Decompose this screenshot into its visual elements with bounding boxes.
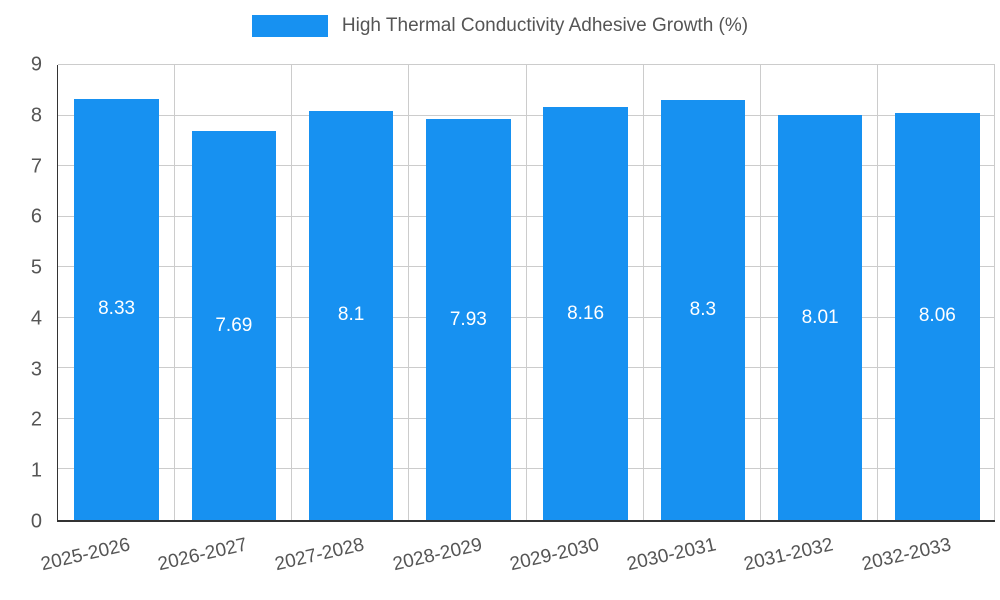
- horizontal-gridline: [58, 215, 995, 217]
- y-axis: 0 1 2 3 4 5 6 7 8 9: [0, 54, 50, 533]
- bar-value-label: 8.1: [337, 304, 365, 326]
- bar[interactable]: 8.3: [660, 100, 746, 520]
- y-tick-label: 6: [30, 205, 42, 228]
- bar[interactable]: 7.69: [191, 131, 277, 520]
- x-tick-label: 2031-2032: [742, 534, 836, 576]
- legend-label: High Thermal Conductivity Adhesive Growt…: [341, 15, 749, 36]
- x-tick-label: 2028-2029: [390, 534, 484, 576]
- vertical-gridline: [291, 65, 293, 520]
- x-tick-label: 2029-2030: [507, 534, 601, 576]
- x-tick-label: 2032-2033: [859, 534, 953, 576]
- bar-value-label: 8.06: [918, 305, 956, 327]
- bar[interactable]: 8.1: [308, 110, 394, 520]
- y-tick-label: 0: [30, 510, 42, 533]
- y-tick-label: 3: [30, 358, 42, 381]
- vertical-gridline: [525, 65, 527, 520]
- bar-value-label: 7.93: [449, 308, 487, 330]
- y-tick-label: 5: [30, 256, 42, 279]
- y-tick-label: 9: [30, 53, 42, 76]
- horizontal-gridline: [58, 417, 995, 419]
- bar-value-label: 8.01: [801, 306, 839, 328]
- vertical-gridline: [759, 65, 761, 520]
- horizontal-gridline: [58, 64, 995, 65]
- bar[interactable]: 8.01: [777, 115, 863, 520]
- vertical-gridline: [994, 65, 995, 520]
- bar-value-label: 8.3: [689, 299, 717, 321]
- horizontal-gridline: [58, 468, 995, 470]
- bar[interactable]: 8.33: [74, 98, 159, 520]
- horizontal-gridline: [58, 367, 995, 369]
- vertical-gridline: [876, 65, 878, 520]
- y-tick-label: 8: [30, 104, 42, 127]
- x-tick-label: 2027-2028: [273, 534, 367, 576]
- horizontal-gridline: [58, 165, 995, 167]
- vertical-gridline: [642, 65, 644, 520]
- vertical-gridline: [174, 65, 176, 520]
- y-tick-label: 7: [30, 155, 42, 178]
- horizontal-gridline: [58, 266, 995, 268]
- x-tick-label: 2025-2026: [38, 534, 132, 576]
- x-axis: 2025-2026 2026-2027 2027-2028 2028-2029 2029…: [39, 522, 995, 600]
- y-tick-label: 4: [30, 307, 42, 330]
- bar-value-label: 7.69: [215, 314, 253, 336]
- plot-area: 8.33 7.69 8.1 7.93 8.16 8.3 8.01 8.06: [57, 64, 995, 522]
- x-tick-label: 2026-2027: [155, 534, 250, 576]
- bar-value-label: 8.16: [567, 302, 605, 324]
- y-tick-label: 2: [30, 408, 42, 431]
- y-tick-label: 1: [30, 459, 42, 482]
- bar[interactable]: 8.16: [543, 107, 628, 520]
- bar[interactable]: 8.06: [895, 112, 980, 520]
- legend-swatch: [251, 15, 328, 37]
- x-tick-label: 2030-2031: [624, 534, 719, 576]
- bar-value-label: 8.33: [98, 298, 136, 320]
- horizontal-gridline: [58, 316, 995, 318]
- vertical-gridline: [408, 65, 410, 520]
- legend: High Thermal Conductivity Adhesive Growt…: [0, 15, 1000, 37]
- bar[interactable]: 7.93: [426, 119, 511, 520]
- horizontal-gridline: [58, 114, 995, 116]
